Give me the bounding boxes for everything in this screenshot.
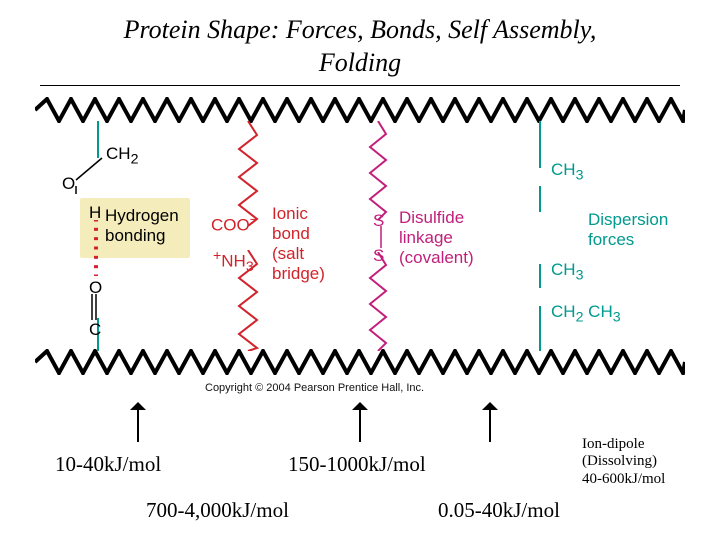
slide-title: Protein Shape: Forces, Bonds, Self Assem… (40, 14, 680, 86)
sidechain-dispersion-top-long (538, 186, 542, 212)
label-ionic-bond: Ionicbond(saltbridge) (272, 204, 325, 284)
sidechain-ionic-top (237, 121, 259, 226)
label-o-bottom: O (89, 278, 102, 298)
backbone-top (35, 97, 685, 123)
sidechain-disulfide-bot (368, 252, 388, 351)
copyright-text: Copyright © 2004 Pearson Prentice Hall, … (205, 382, 424, 394)
note-line-3: 40-600kJ/mol (582, 471, 665, 487)
arrow-dispersion (482, 402, 498, 442)
sidechain-dispersion-top-short (538, 121, 542, 168)
sidechain-dispersion-bot-short (538, 264, 542, 288)
sidechain-left-top (96, 121, 100, 158)
hydrogen-bond-dots (93, 220, 99, 276)
title-line-2: Folding (40, 47, 680, 80)
label-coo-minus: COO− (211, 212, 258, 236)
label-disulfide-linkage: Disulfidelinkage(covalent) (399, 208, 474, 268)
label-ch2: CH2 (106, 144, 138, 167)
label-nh3-plus: +NH3 (213, 248, 254, 275)
energy-ionic: 700-4,000kJ/mol (146, 498, 289, 523)
label-hydrogen-bonding: Hydrogenbonding (105, 206, 179, 246)
label-s-bottom: S (373, 246, 384, 266)
note-line-2: (Dissolving) (582, 453, 657, 469)
label-c: C (89, 320, 101, 340)
label-h: H (89, 203, 101, 223)
energy-disulfide: 150-1000kJ/mol (288, 452, 426, 477)
label-dispersion-forces: Dispersionforces (588, 210, 668, 250)
sidechain-dispersion-bot-long (538, 306, 542, 351)
label-ch3-top: CH3 (551, 160, 583, 183)
sidechain-disulfide-top (368, 121, 388, 220)
arrow-hbond (130, 402, 146, 442)
arrow-disulfide (352, 402, 368, 442)
energy-hydrogen-bond: 10-40kJ/mol (55, 452, 161, 477)
label-s-top: S (373, 211, 384, 231)
label-o-top: O (62, 174, 75, 194)
note-ion-dipole: Ion-dipole (Dissolving) 40-600kJ/mol (582, 436, 665, 488)
energy-dispersion: 0.05-40kJ/mol (438, 498, 560, 523)
backbone-bottom (35, 349, 685, 375)
label-ch3-bottom: CH3 (551, 260, 583, 283)
label-ch2-ch3: CH2 CH3 (551, 302, 621, 325)
title-line-1: Protein Shape: Forces, Bonds, Self Assem… (40, 14, 680, 47)
note-line-1: Ion-dipole (582, 436, 644, 452)
protein-bonds-diagram: CH2 O H O C Hydrogenbonding COO− +NH3 Io… (0, 98, 720, 398)
